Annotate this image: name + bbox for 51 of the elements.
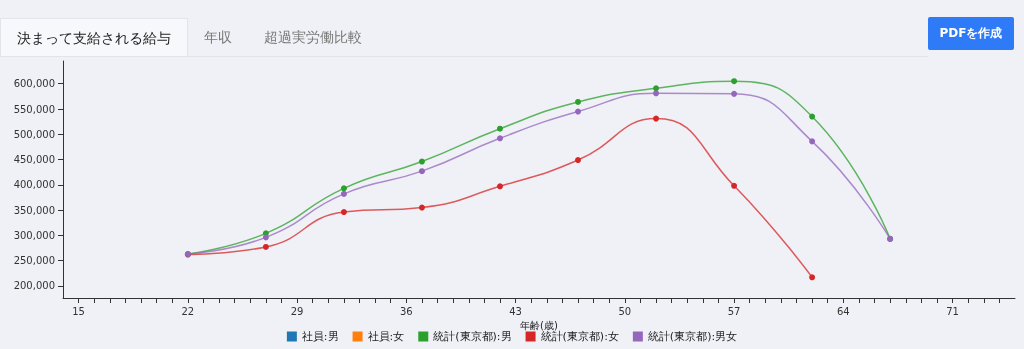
point	[340, 185, 347, 192]
point	[809, 138, 816, 145]
y-tick-label: 200,000	[13, 280, 55, 292]
point	[809, 113, 816, 120]
legend-label: 統計(東京都):男女	[647, 330, 738, 343]
point	[731, 90, 738, 97]
point	[262, 234, 269, 241]
point	[496, 135, 503, 142]
y-tick-label: 350,000	[13, 204, 55, 216]
x-tick-label: 64	[836, 305, 850, 317]
point	[731, 182, 738, 189]
y-tick-label: 400,000	[13, 179, 55, 191]
point	[418, 158, 425, 165]
point	[340, 190, 347, 197]
point	[575, 108, 582, 115]
point	[809, 274, 816, 281]
point	[418, 168, 425, 175]
point	[575, 157, 582, 164]
y-tick-label: 450,000	[13, 154, 55, 166]
legend-label: 統計(東京都):女	[540, 330, 619, 343]
x-tick-label: 15	[72, 305, 85, 317]
point	[575, 98, 582, 105]
point	[262, 243, 269, 250]
point	[653, 90, 660, 97]
point	[731, 78, 738, 85]
x-tick-label: 50	[618, 305, 632, 317]
text: PDFを作成	[928, 17, 1014, 50]
point	[653, 85, 660, 92]
x-axis-title: 年齢(歳)	[520, 320, 558, 332]
x-tick-label: 36	[399, 305, 413, 317]
y-tick-label: 300,000	[13, 229, 55, 241]
x-tick-label: 43	[509, 305, 522, 317]
x-tick-label: 22	[181, 305, 195, 317]
legend-label: 社員:男	[301, 330, 339, 343]
text: 超過実労働比較	[263, 28, 363, 47]
legend-label: 社員:女	[367, 330, 405, 343]
y-tick-label: 600,000	[13, 78, 55, 90]
legend-label: 統計(東京都):男	[433, 330, 512, 343]
text: 年収	[203, 28, 233, 47]
point	[496, 183, 503, 190]
text: 決まって支給される給与	[0, 18, 188, 56]
x-tick-label: 29	[290, 305, 304, 317]
y-tick-label: 550,000	[13, 103, 55, 115]
point	[418, 204, 425, 211]
y-tick-label: 250,000	[13, 255, 55, 267]
point	[653, 115, 660, 122]
point	[496, 125, 503, 132]
x-tick-label: 71	[946, 305, 959, 317]
point	[340, 209, 347, 216]
x-tick-label: 57	[727, 305, 741, 317]
y-tick-label: 500,000	[13, 128, 55, 140]
